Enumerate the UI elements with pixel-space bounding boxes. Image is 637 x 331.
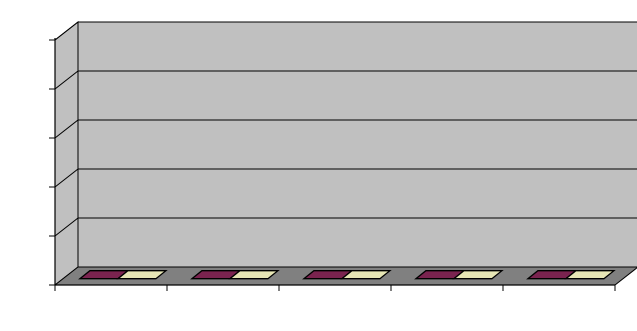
bar-top [116,270,168,280]
gridline [54,21,637,41]
bar [452,270,504,280]
bar-top [340,270,392,280]
chart-axes [49,38,616,291]
gridline [54,217,637,237]
chart-bars [78,270,616,280]
bar [564,270,616,280]
back-wall [77,21,637,268]
chart-gridlines [54,21,637,237]
bar-top [452,270,504,280]
side-wall [54,20,79,287]
bar-top [228,270,280,280]
chart-walls [53,20,637,287]
bar [116,270,168,280]
gridline [54,119,637,139]
bar-top [564,270,616,280]
gridline [54,70,637,90]
bar [340,270,392,280]
gridline [54,168,637,188]
bar [228,270,280,280]
